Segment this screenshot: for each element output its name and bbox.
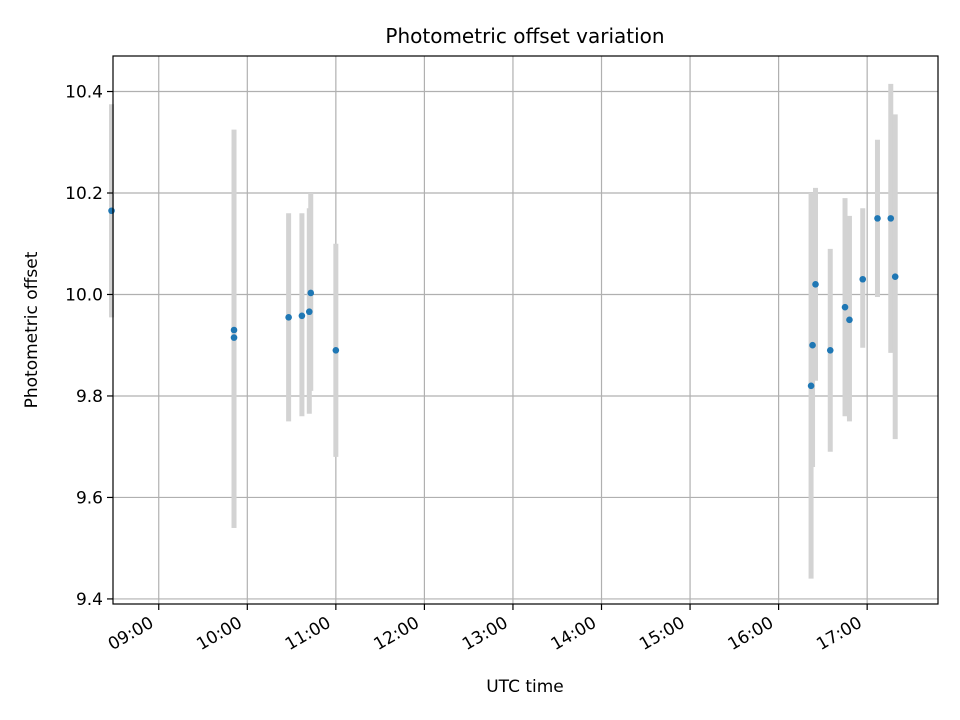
data-point: [891, 273, 899, 281]
plot-area-frame: [112, 55, 939, 605]
y-axis-label: Photometric offset: [22, 251, 42, 408]
data-point: [809, 341, 816, 349]
data-point: [285, 314, 292, 321]
data-point: [807, 382, 815, 390]
data-point: [812, 281, 819, 288]
data-point: [230, 326, 238, 334]
chart-title: Photometric offset variation: [385, 24, 664, 48]
data-point: [298, 312, 306, 320]
data-point: [332, 346, 340, 354]
data-point: [230, 334, 238, 341]
data-point: [874, 215, 881, 222]
data-point: [108, 207, 115, 215]
data-points: [108, 207, 899, 390]
y-tick-label: 9.6: [76, 488, 103, 508]
y-tick-label: 9.4: [76, 590, 103, 610]
grid-lines: [113, 56, 938, 604]
data-point: [846, 316, 853, 324]
x-axis-label: UTC time: [486, 677, 564, 697]
data-point: [307, 289, 315, 297]
data-point: [305, 308, 313, 316]
data-point: [841, 303, 849, 311]
y-tick-label: 10.2: [65, 184, 103, 204]
y-tick-label: 10.0: [65, 285, 103, 305]
y-tick-label: 9.8: [76, 387, 103, 407]
data-point: [887, 215, 895, 222]
data-point: [859, 275, 867, 283]
data-point: [826, 346, 834, 354]
y-tick-label: 10.4: [65, 83, 103, 103]
